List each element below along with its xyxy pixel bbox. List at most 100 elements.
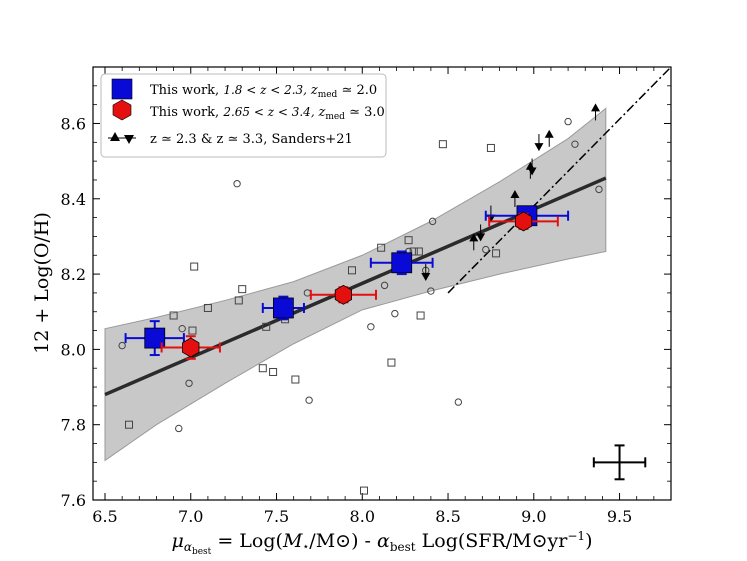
open-square-point xyxy=(258,364,267,373)
y-tick-label: 7.6 xyxy=(61,491,86,510)
legend-label-2-med: med xyxy=(325,112,345,122)
legend-label-2: This work, 2.65 < z < 3.4, zmed ≃ 3.0 xyxy=(150,105,385,122)
legend-label-1-main: This work, xyxy=(150,83,223,98)
open-square-point xyxy=(190,262,199,271)
open-square-point xyxy=(203,303,212,312)
open-square-point xyxy=(269,367,278,376)
x-axis-title: μαbest = Log(M⋆/M⊙) - αbest Log(SFR/M⊙yr… xyxy=(172,529,593,557)
red-hexagon-point xyxy=(182,337,200,358)
open-circle-point xyxy=(564,117,572,126)
axes: 6.5 7.0 7.5 8.0 8.5 9.0 9.5 7.6 7.8 8.0 8.2 8.4 8.6 xyxy=(61,67,672,526)
open-square-point xyxy=(238,285,247,294)
open-circle-point xyxy=(428,217,437,226)
open-circle-point xyxy=(454,398,463,406)
legend-label-2-range: 2.65 < z < 3.4, xyxy=(222,105,318,119)
open-square-point xyxy=(492,249,501,258)
x-title-mu-subsub: best xyxy=(192,547,212,557)
open-square-point xyxy=(291,375,300,384)
open-circle-point xyxy=(233,180,241,188)
x-title-star: ⋆ xyxy=(302,540,309,553)
open-square-point xyxy=(387,358,396,367)
open-circle-point xyxy=(391,309,399,318)
x-title-exp: −1 xyxy=(567,529,585,543)
open-circle-point xyxy=(482,245,490,254)
open-circle-point xyxy=(595,185,603,194)
x-title-m: M xyxy=(282,530,303,552)
x-tick-label: 8.5 xyxy=(435,507,460,526)
legend-label-1: This work, 1.8 < z < 2.3, zmed ≃ 2.0 xyxy=(150,83,377,100)
red-hexagon-point xyxy=(334,284,353,305)
x-tick-label: 9.5 xyxy=(607,507,632,526)
open-square-point xyxy=(169,311,178,320)
open-circle-point xyxy=(178,324,186,333)
legend-marker-hexagon xyxy=(112,99,132,121)
legend-label-1-zmed: z xyxy=(310,83,318,98)
open-square-point xyxy=(486,143,495,152)
open-circle-point xyxy=(185,379,193,387)
open-square-point xyxy=(404,236,413,245)
x-title-alpha-sub: best xyxy=(390,540,416,554)
legend-label-2-zmed: z xyxy=(317,105,325,120)
legend-box xyxy=(100,73,387,158)
sanders-triangle-up xyxy=(544,129,554,138)
legend-label-1-range: 1.8 < z < 2.3, xyxy=(223,83,311,97)
legend-marker-square xyxy=(111,78,133,100)
open-square-point xyxy=(359,486,368,495)
sanders-triangle-down xyxy=(476,233,486,242)
y-axis-title: 12 + Log(O/H) xyxy=(31,212,53,354)
blue-square-point xyxy=(144,327,166,349)
x-title-tail: Log(SFR/M⊙yr xyxy=(416,530,569,552)
x-title-eq: = Log( xyxy=(211,530,283,552)
red-hexagon-point xyxy=(514,211,533,232)
legend-label-1-med: med xyxy=(318,90,338,100)
x-title-mu: μ xyxy=(172,530,184,552)
open-square-point xyxy=(409,247,418,256)
open-square-point xyxy=(234,296,243,305)
sanders-triangle-down xyxy=(534,143,544,152)
x-title-close: ) xyxy=(585,530,592,552)
blue-square-point xyxy=(391,252,413,274)
sanders-triangle-up xyxy=(591,103,601,112)
legend-label-2-main: This work, xyxy=(150,105,223,120)
x-tick-label: 6.5 xyxy=(92,507,117,526)
x-tick-label: 8.0 xyxy=(350,507,375,526)
x-title-msun: /M⊙) - xyxy=(309,530,377,552)
open-circle-point xyxy=(305,396,313,404)
open-square-point xyxy=(416,311,425,320)
y-tick-label: 8.0 xyxy=(61,340,86,359)
open-circle-point xyxy=(367,323,375,331)
open-circle-point xyxy=(118,341,126,350)
x-title-mu-sub: α xyxy=(184,540,192,554)
open-circle-point xyxy=(427,287,435,295)
sanders-triangle-up xyxy=(469,233,479,242)
plot-frame xyxy=(92,66,672,501)
legend-label-1-tail: ≃ 2.0 xyxy=(337,83,377,98)
sanders-triangle-up xyxy=(510,190,520,199)
open-square-point xyxy=(188,326,197,335)
blue-square-point xyxy=(272,297,294,319)
x-title-alpha: α xyxy=(377,530,390,552)
sanders-triangle-down xyxy=(421,272,431,281)
x-tick-label: 7.0 xyxy=(178,507,203,526)
open-square-point xyxy=(347,266,356,275)
open-square-point xyxy=(377,243,386,252)
legend: This work, 1.8 < z < 2.3, zmed ≃ 2.0 Thi… xyxy=(100,73,387,158)
sanders-relation-line xyxy=(447,67,671,294)
legend-label-3: z ≃ 2.3 & z ≃ 3.3, Sanders+21 xyxy=(150,132,353,147)
y-tick-label: 8.2 xyxy=(61,265,86,284)
data-layer xyxy=(104,67,671,495)
y-tick-label: 7.8 xyxy=(61,416,86,435)
open-square-point xyxy=(125,420,134,429)
open-square-point xyxy=(262,322,271,331)
sanders-triangle-down xyxy=(527,167,537,176)
open-circle-point xyxy=(175,424,183,433)
open-circle-point xyxy=(380,281,389,290)
open-square-point xyxy=(414,247,423,256)
open-circle-point xyxy=(571,140,579,148)
y-tick-label: 8.4 xyxy=(61,190,86,209)
y-tick-label: 8.6 xyxy=(61,114,86,133)
x-tick-label: 7.5 xyxy=(264,507,289,526)
legend-label-2-tail: ≃ 3.0 xyxy=(345,105,385,120)
open-square-point xyxy=(438,140,447,149)
